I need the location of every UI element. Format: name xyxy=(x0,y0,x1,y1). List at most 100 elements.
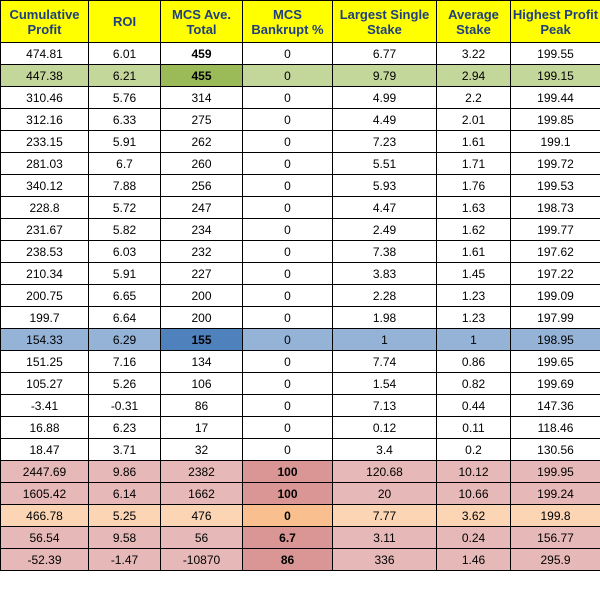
table-row: 447.38 6.21 455 0 9.79 2.94 199.15 xyxy=(0,64,600,87)
cell-mcs-bankrupt-pct: 0 xyxy=(242,108,333,131)
cell-mcs-bankrupt-pct: 100 xyxy=(242,482,333,505)
cell-mcs-bankrupt-pct: 86 xyxy=(242,548,333,571)
cell-cumulative-profit: 447.38 xyxy=(0,64,89,87)
cell-average-stake: 3.62 xyxy=(436,504,511,527)
header-roi: ROI xyxy=(88,0,161,43)
table-row: 474.81 6.01 459 0 6.77 3.22 199.55 xyxy=(0,42,600,65)
cell-cumulative-profit: 2447.69 xyxy=(0,460,89,483)
cell-mcs-bankrupt-pct: 0 xyxy=(242,262,333,285)
cell-highest-profit-peak: 147.36 xyxy=(510,394,600,417)
cell-average-stake: 1.46 xyxy=(436,548,511,571)
cell-mcs-bankrupt-pct: 0 xyxy=(242,64,333,87)
cell-largest-single-stake: 3.4 xyxy=(332,438,437,461)
cell-average-stake: 0.11 xyxy=(436,416,511,439)
cell-cumulative-profit: 1605.42 xyxy=(0,482,89,505)
cell-largest-single-stake: 3.11 xyxy=(332,526,437,549)
cell-largest-single-stake: 2.28 xyxy=(332,284,437,307)
cell-average-stake: 1.76 xyxy=(436,174,511,197)
cell-highest-profit-peak: 199.69 xyxy=(510,372,600,395)
cell-largest-single-stake: 120.68 xyxy=(332,460,437,483)
cell-highest-profit-peak: 199.09 xyxy=(510,284,600,307)
cell-largest-single-stake: 3.83 xyxy=(332,262,437,285)
cell-highest-profit-peak: 198.73 xyxy=(510,196,600,219)
cell-roi: 5.26 xyxy=(88,372,161,395)
cell-highest-profit-peak: 156.77 xyxy=(510,526,600,549)
cell-roi: 6.23 xyxy=(88,416,161,439)
cell-cumulative-profit: 210.34 xyxy=(0,262,89,285)
cell-cumulative-profit: 281.03 xyxy=(0,152,89,175)
cell-highest-profit-peak: 199.53 xyxy=(510,174,600,197)
cell-mcs-ave-total: 134 xyxy=(160,350,243,373)
cell-mcs-ave-total: 227 xyxy=(160,262,243,285)
cell-mcs-bankrupt-pct: 0 xyxy=(242,328,333,351)
cell-roi: -1.47 xyxy=(88,548,161,571)
cell-cumulative-profit: 231.67 xyxy=(0,218,89,241)
cell-average-stake: 0.86 xyxy=(436,350,511,373)
cell-highest-profit-peak: 295.9 xyxy=(510,548,600,571)
cell-cumulative-profit: 238.53 xyxy=(0,240,89,263)
cell-highest-profit-peak: 199.15 xyxy=(510,64,600,87)
cell-mcs-bankrupt-pct: 100 xyxy=(242,460,333,483)
table-row: 154.33 6.29 155 0 1 1 198.95 xyxy=(0,328,600,351)
cell-mcs-bankrupt-pct: 0 xyxy=(242,372,333,395)
cell-mcs-ave-total: 32 xyxy=(160,438,243,461)
cell-average-stake: 1.23 xyxy=(436,284,511,307)
cell-roi: 6.65 xyxy=(88,284,161,307)
cell-highest-profit-peak: 197.62 xyxy=(510,240,600,263)
header-mcs-bankrupt-pct: MCS Bankrupt % xyxy=(242,0,333,43)
cell-roi: 7.88 xyxy=(88,174,161,197)
cell-roi: -0.31 xyxy=(88,394,161,417)
cell-roi: 5.91 xyxy=(88,130,161,153)
cell-roi: 6.64 xyxy=(88,306,161,329)
cell-cumulative-profit: 16.88 xyxy=(0,416,89,439)
cell-mcs-ave-total: 2382 xyxy=(160,460,243,483)
cell-cumulative-profit: 105.27 xyxy=(0,372,89,395)
table-row: 233.15 5.91 262 0 7.23 1.61 199.1 xyxy=(0,130,600,153)
cell-mcs-bankrupt-pct: 0 xyxy=(242,394,333,417)
cell-average-stake: 1.62 xyxy=(436,218,511,241)
table-row: 340.12 7.88 256 0 5.93 1.76 199.53 xyxy=(0,174,600,197)
cell-mcs-bankrupt-pct: 0 xyxy=(242,86,333,109)
cell-highest-profit-peak: 199.77 xyxy=(510,218,600,241)
cell-highest-profit-peak: 199.44 xyxy=(510,86,600,109)
cell-largest-single-stake: 6.77 xyxy=(332,42,437,65)
cell-mcs-bankrupt-pct: 0 xyxy=(242,438,333,461)
cell-mcs-ave-total: 200 xyxy=(160,284,243,307)
cell-mcs-ave-total: 455 xyxy=(160,64,243,87)
cell-highest-profit-peak: 199.65 xyxy=(510,350,600,373)
cell-average-stake: 1.23 xyxy=(436,306,511,329)
cell-largest-single-stake: 5.93 xyxy=(332,174,437,197)
cell-mcs-bankrupt-pct: 6.7 xyxy=(242,526,333,549)
cell-average-stake: 0.2 xyxy=(436,438,511,461)
cell-mcs-bankrupt-pct: 0 xyxy=(242,196,333,219)
cell-highest-profit-peak: 199.24 xyxy=(510,482,600,505)
cell-roi: 6.7 xyxy=(88,152,161,175)
cell-largest-single-stake: 7.38 xyxy=(332,240,437,263)
cell-highest-profit-peak: 199.85 xyxy=(510,108,600,131)
table-row: 18.47 3.71 32 0 3.4 0.2 130.56 xyxy=(0,438,600,461)
cell-average-stake: 1.71 xyxy=(436,152,511,175)
table-row: 312.16 6.33 275 0 4.49 2.01 199.85 xyxy=(0,108,600,131)
cell-average-stake: 1.63 xyxy=(436,196,511,219)
table-row: 238.53 6.03 232 0 7.38 1.61 197.62 xyxy=(0,240,600,263)
cell-mcs-bankrupt-pct: 0 xyxy=(242,130,333,153)
cell-mcs-ave-total: 459 xyxy=(160,42,243,65)
header-mcs-ave-total: MCS Ave. Total xyxy=(160,0,243,43)
cell-cumulative-profit: 56.54 xyxy=(0,526,89,549)
table-row: 228.8 5.72 247 0 4.47 1.63 198.73 xyxy=(0,196,600,219)
cell-roi: 5.72 xyxy=(88,196,161,219)
cell-average-stake: 1 xyxy=(436,328,511,351)
cell-highest-profit-peak: 118.46 xyxy=(510,416,600,439)
cell-mcs-ave-total: 56 xyxy=(160,526,243,549)
table-header: Cumulative Profit ROI MCS Ave. Total MCS… xyxy=(0,0,600,43)
cell-largest-single-stake: 336 xyxy=(332,548,437,571)
cell-mcs-bankrupt-pct: 0 xyxy=(242,350,333,373)
cell-mcs-ave-total: 262 xyxy=(160,130,243,153)
cell-mcs-bankrupt-pct: 0 xyxy=(242,306,333,329)
cell-largest-single-stake: 2.49 xyxy=(332,218,437,241)
cell-roi: 9.86 xyxy=(88,460,161,483)
cell-average-stake: 3.22 xyxy=(436,42,511,65)
cell-highest-profit-peak: 198.95 xyxy=(510,328,600,351)
cell-mcs-ave-total: 106 xyxy=(160,372,243,395)
cell-roi: 6.01 xyxy=(88,42,161,65)
